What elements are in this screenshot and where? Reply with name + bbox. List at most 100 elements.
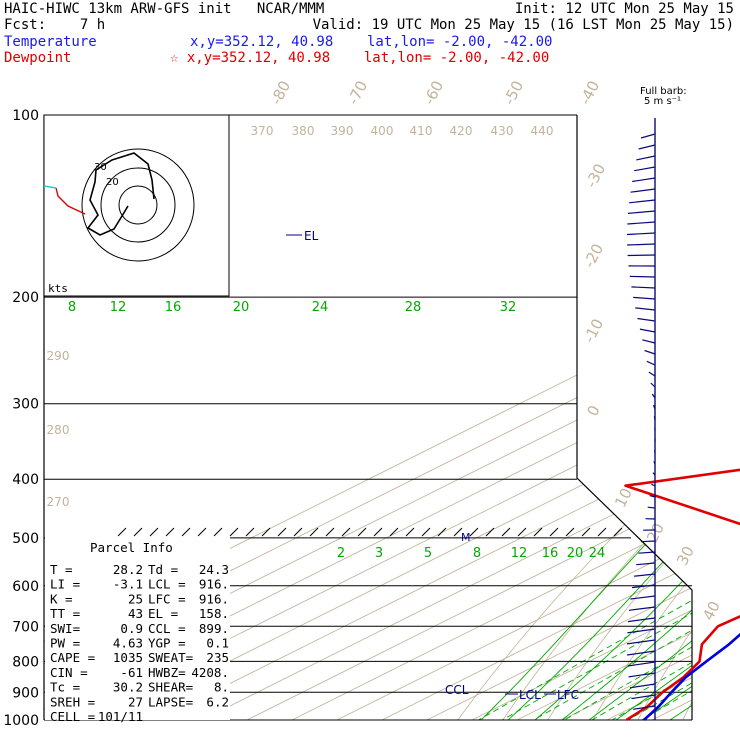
wind-barb: [627, 661, 656, 667]
isotherm-line: [156, 115, 692, 720]
mixing-ratio-line: [533, 537, 692, 720]
isotherm-label: -50: [500, 78, 527, 108]
parcel-field-label: LAPSE=: [148, 694, 193, 709]
wind-barb: [627, 254, 656, 257]
lcl-label: LCL: [519, 688, 541, 702]
theta-label: 440: [531, 124, 554, 138]
theta-label: 370: [251, 124, 274, 138]
level-hatch-mark: [437, 527, 447, 537]
wind-barb: [644, 349, 656, 355]
theta-label: 290: [47, 349, 70, 363]
mixing-ratio-label: 8: [473, 546, 481, 561]
init-time: Init: 12 UTC Mon 25 May 15: [514, 1, 734, 17]
wind-barb: [631, 286, 656, 289]
mixing-ratio-label: 16: [542, 546, 559, 561]
level-hatch-mark: [213, 527, 223, 537]
wind-barb: [640, 540, 656, 543]
parcel-field-value: 0.9: [120, 621, 143, 636]
isotherm-label: -40: [576, 78, 603, 108]
parcel-info-table: Parcel Info T = 28.2 Td = 24.3 LI = -3.1 LCL = 9…: [45, 537, 230, 724]
wind-barb: [637, 317, 656, 322]
level-hatch-mark: [421, 527, 431, 537]
level-hatch-mark: [293, 527, 303, 537]
level-hatch-mark: [165, 527, 175, 537]
hodograph-ring: [118, 185, 158, 225]
mixing-ratio-label: 24: [589, 546, 606, 561]
moist-adiabat-line: [669, 296, 692, 720]
wind-barb: [632, 584, 656, 589]
lfc-label: LFC: [557, 688, 579, 702]
parcel-field-value: 101/11: [98, 709, 143, 724]
pressure-tick-label: 1000: [3, 713, 39, 729]
wind-barb: [631, 694, 656, 700]
parcel-field-value: 28.2: [113, 562, 143, 577]
wind-barb: [635, 307, 656, 311]
hodograph-trace: [86, 152, 155, 236]
level-hatch-mark: [501, 527, 511, 537]
wind-barb: [651, 393, 656, 399]
level-hatch-mark: [453, 527, 463, 537]
wind-barb: [652, 404, 656, 410]
wind-barb: [639, 328, 656, 333]
wind-barb: [650, 382, 656, 388]
parcel-field-label: CAPE =: [50, 650, 95, 665]
parcel-field-value: 30.2: [113, 680, 143, 695]
isotherm-line: [246, 115, 692, 720]
dry-adiabat-line: [637, 115, 692, 720]
wind-barb: [649, 495, 656, 498]
dewpoint-profile: [624, 468, 740, 722]
parcel-field-value: 916.: [199, 591, 229, 606]
level-hatch-mark: [581, 527, 591, 537]
isotherm-line: [201, 115, 692, 720]
parcel-field-value: 4208.: [191, 665, 229, 680]
parcel-field-value: 0.1: [206, 636, 229, 651]
pressure-tick-label: 800: [12, 654, 39, 670]
wind-barb: [636, 562, 656, 566]
wind-barb: [646, 360, 656, 366]
level-hatch-mark: [149, 527, 159, 537]
parcel-field-value: 916.: [199, 577, 229, 592]
temperature-legend: Temperature: [4, 34, 97, 50]
dry-adiabat-line: [592, 115, 692, 720]
parcel-field-label: T =: [50, 562, 73, 577]
level-hatch-mark: [197, 527, 207, 537]
hodograph-lower-trace: [55, 187, 86, 215]
isotherm-line: [336, 115, 692, 720]
isotherm-label: -10: [580, 316, 607, 346]
mixing-ratio-label: 28: [405, 300, 422, 315]
parcel-field-label: Td =: [148, 562, 178, 577]
theta-label: 430: [491, 124, 514, 138]
parcel-field-label: EL =: [148, 606, 178, 621]
parcel-field-label: YGP =: [148, 636, 186, 651]
isotherm-line: [516, 115, 692, 720]
isotherm-label: -20: [580, 241, 607, 271]
mixing-ratio-line: [564, 537, 692, 720]
el-label: EL: [304, 229, 319, 243]
temperature-profile: [643, 632, 740, 721]
parcel-field-label: CELL =: [50, 709, 95, 724]
parcel-field-value: 24.3: [199, 562, 229, 577]
parcel-field-value: 25: [128, 591, 143, 606]
wind-barb: [629, 683, 656, 689]
wind-barb: [652, 472, 656, 476]
wind-barb: [626, 232, 656, 236]
dewpoint-legend: Dewpoint: [4, 50, 72, 66]
level-hatch-mark: [309, 527, 319, 537]
level-hatch-mark: [373, 527, 383, 537]
parcel-field-label: PW =: [50, 636, 80, 651]
isotherm-line: [651, 115, 692, 720]
hodograph-ring-label: 20: [106, 177, 119, 188]
wind-barb: [627, 617, 656, 623]
isotherm-line: [697, 115, 740, 720]
hodograph-ring: [81, 148, 195, 262]
parcel-field-label: HWBZ=: [148, 665, 186, 680]
moist-adiabat-line: [697, 297, 740, 720]
parcel-field-label: LCL =: [148, 577, 186, 592]
theta-label: 410: [410, 124, 433, 138]
parcel-field-label: SWI=: [50, 621, 80, 636]
level-hatch-mark: [517, 527, 527, 537]
wind-barb: [632, 177, 656, 183]
level-annotations: EL M CCL LCL LFC: [286, 229, 579, 702]
level-hatch-mark: [565, 527, 575, 537]
dewpoint-location: ☆ x,y=352.12, 40.98 lat,lon= -2.00, -42.…: [170, 50, 550, 66]
